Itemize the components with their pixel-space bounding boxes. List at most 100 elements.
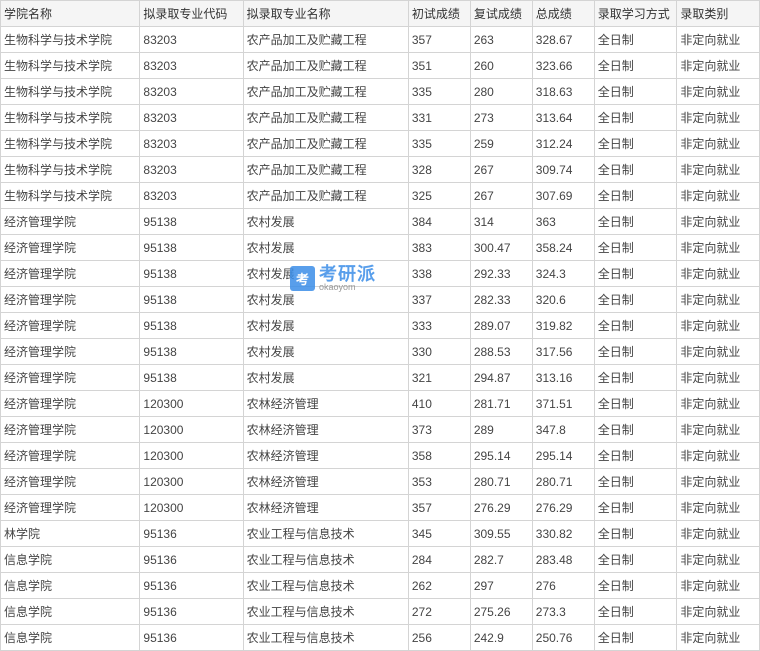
cell-retest: 292.33 [470, 261, 532, 287]
col-header-retest: 复试成绩 [470, 1, 532, 27]
cell-major: 农产品加工及贮藏工程 [243, 105, 408, 131]
cell-type: 非定向就业 [677, 131, 760, 157]
table-row: 生物科学与技术学院83203农产品加工及贮藏工程325267307.69全日制非… [1, 183, 760, 209]
cell-college: 信息学院 [1, 547, 140, 573]
cell-mode: 全日制 [594, 417, 677, 443]
cell-mode: 全日制 [594, 573, 677, 599]
cell-code: 83203 [140, 157, 243, 183]
cell-prelim: 272 [408, 599, 470, 625]
cell-retest: 282.7 [470, 547, 532, 573]
cell-prelim: 384 [408, 209, 470, 235]
cell-prelim: 353 [408, 469, 470, 495]
cell-college: 生物科学与技术学院 [1, 131, 140, 157]
cell-code: 95138 [140, 339, 243, 365]
col-header-mode: 录取学习方式 [594, 1, 677, 27]
cell-retest: 276.29 [470, 495, 532, 521]
cell-prelim: 351 [408, 53, 470, 79]
cell-code: 83203 [140, 79, 243, 105]
cell-type: 非定向就业 [677, 157, 760, 183]
cell-mode: 全日制 [594, 79, 677, 105]
cell-total: 276.29 [532, 495, 594, 521]
cell-prelim: 256 [408, 625, 470, 651]
cell-major: 农产品加工及贮藏工程 [243, 53, 408, 79]
cell-type: 非定向就业 [677, 599, 760, 625]
col-header-code: 拟录取专业代码 [140, 1, 243, 27]
cell-prelim: 325 [408, 183, 470, 209]
cell-total: 363 [532, 209, 594, 235]
cell-major: 农林经济管理 [243, 443, 408, 469]
cell-major: 农产品加工及贮藏工程 [243, 157, 408, 183]
cell-type: 非定向就业 [677, 495, 760, 521]
cell-major: 农产品加工及贮藏工程 [243, 79, 408, 105]
cell-college: 生物科学与技术学院 [1, 27, 140, 53]
cell-total: 273.3 [532, 599, 594, 625]
cell-code: 95138 [140, 261, 243, 287]
cell-total: 280.71 [532, 469, 594, 495]
cell-prelim: 335 [408, 79, 470, 105]
cell-code: 83203 [140, 183, 243, 209]
cell-type: 非定向就业 [677, 27, 760, 53]
cell-total: 317.56 [532, 339, 594, 365]
cell-major: 农林经济管理 [243, 417, 408, 443]
cell-major: 农产品加工及贮藏工程 [243, 27, 408, 53]
cell-code: 95136 [140, 521, 243, 547]
cell-prelim: 335 [408, 131, 470, 157]
table-row: 生物科学与技术学院83203农产品加工及贮藏工程331273313.64全日制非… [1, 105, 760, 131]
cell-total: 250.76 [532, 625, 594, 651]
cell-retest: 309.55 [470, 521, 532, 547]
cell-retest: 273 [470, 105, 532, 131]
cell-total: 276 [532, 573, 594, 599]
cell-retest: 242.9 [470, 625, 532, 651]
table-row: 经济管理学院120300农林经济管理353280.71280.71全日制非定向就… [1, 469, 760, 495]
table-row: 经济管理学院120300农林经济管理358295.14295.14全日制非定向就… [1, 443, 760, 469]
cell-prelim: 410 [408, 391, 470, 417]
cell-retest: 297 [470, 573, 532, 599]
table-row: 经济管理学院120300农林经济管理357276.29276.29全日制非定向就… [1, 495, 760, 521]
table-row: 经济管理学院95138农村发展337282.33320.6全日制非定向就业 [1, 287, 760, 313]
table-row: 经济管理学院120300农林经济管理410281.71371.51全日制非定向就… [1, 391, 760, 417]
cell-type: 非定向就业 [677, 235, 760, 261]
table-row: 经济管理学院95138农村发展330288.53317.56全日制非定向就业 [1, 339, 760, 365]
cell-code: 95136 [140, 599, 243, 625]
table-row: 生物科学与技术学院83203农产品加工及贮藏工程357263328.67全日制非… [1, 27, 760, 53]
cell-prelim: 358 [408, 443, 470, 469]
cell-mode: 全日制 [594, 53, 677, 79]
cell-college: 经济管理学院 [1, 417, 140, 443]
cell-type: 非定向就业 [677, 625, 760, 651]
cell-type: 非定向就业 [677, 417, 760, 443]
cell-college: 生物科学与技术学院 [1, 183, 140, 209]
cell-mode: 全日制 [594, 157, 677, 183]
cell-mode: 全日制 [594, 469, 677, 495]
cell-total: 320.6 [532, 287, 594, 313]
cell-college: 生物科学与技术学院 [1, 157, 140, 183]
cell-major: 农林经济管理 [243, 495, 408, 521]
cell-retest: 259 [470, 131, 532, 157]
cell-major: 农村发展 [243, 313, 408, 339]
cell-type: 非定向就业 [677, 547, 760, 573]
cell-college: 生物科学与技术学院 [1, 53, 140, 79]
cell-major: 农林经济管理 [243, 391, 408, 417]
cell-college: 经济管理学院 [1, 391, 140, 417]
cell-retest: 300.47 [470, 235, 532, 261]
cell-major: 农业工程与信息技术 [243, 625, 408, 651]
cell-college: 生物科学与技术学院 [1, 79, 140, 105]
cell-type: 非定向就业 [677, 183, 760, 209]
table-row: 生物科学与技术学院83203农产品加工及贮藏工程335280318.63全日制非… [1, 79, 760, 105]
cell-mode: 全日制 [594, 131, 677, 157]
cell-code: 83203 [140, 105, 243, 131]
cell-retest: 294.87 [470, 365, 532, 391]
cell-prelim: 262 [408, 573, 470, 599]
cell-total: 313.64 [532, 105, 594, 131]
cell-total: 283.48 [532, 547, 594, 573]
cell-type: 非定向就业 [677, 313, 760, 339]
cell-retest: 295.14 [470, 443, 532, 469]
cell-total: 324.3 [532, 261, 594, 287]
cell-code: 95138 [140, 313, 243, 339]
cell-college: 经济管理学院 [1, 313, 140, 339]
cell-major: 农业工程与信息技术 [243, 547, 408, 573]
cell-college: 信息学院 [1, 573, 140, 599]
cell-type: 非定向就业 [677, 443, 760, 469]
cell-total: 318.63 [532, 79, 594, 105]
cell-prelim: 328 [408, 157, 470, 183]
cell-college: 经济管理学院 [1, 209, 140, 235]
